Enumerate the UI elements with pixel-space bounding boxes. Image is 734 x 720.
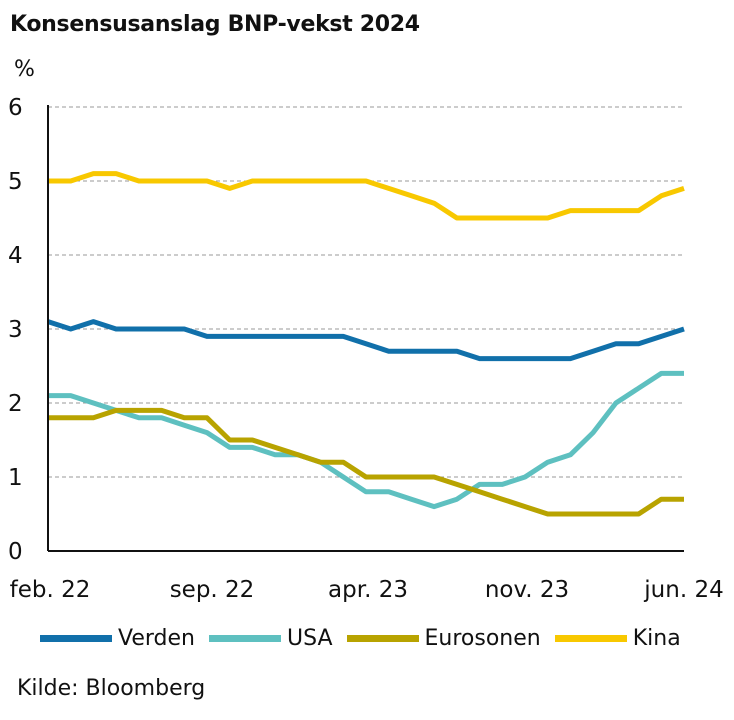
- legend-label: Eurosonen: [424, 626, 541, 651]
- legend: Verden USA Eurosonen Kina: [40, 626, 695, 651]
- y-tick-label: 6: [8, 95, 23, 121]
- source-note: Kilde: Bloomberg: [17, 676, 206, 701]
- y-tick-label: 3: [8, 317, 23, 343]
- legend-swatch: [346, 635, 419, 642]
- y-tick-label: 0: [8, 539, 23, 565]
- y-tick-labels: 0 1 2 3 4 5 6: [8, 95, 23, 565]
- legend-swatch: [40, 635, 112, 642]
- x-tick-label: feb. 22: [10, 577, 91, 603]
- x-tick-label: nov. 23: [485, 577, 569, 603]
- y-tick-label: 5: [8, 169, 23, 195]
- legend-swatch: [208, 635, 281, 642]
- chart-title: Konsensusanslag BNP-vekst 2024: [10, 12, 420, 37]
- x-tick-label: apr. 23: [328, 577, 408, 603]
- legend-item-kina: Kina: [554, 626, 681, 651]
- x-tick-labels: feb. 22 sep. 22 apr. 23 nov. 23 jun. 24: [10, 577, 724, 603]
- legend-item-usa: USA: [208, 626, 333, 651]
- legend-swatch: [554, 635, 627, 642]
- y-tick-label: 1: [8, 465, 23, 491]
- x-tick-label: jun. 24: [643, 577, 723, 603]
- series-line-kina: [48, 171, 685, 221]
- legend-item-verden: Verden: [40, 626, 195, 651]
- legend-item-eurosonen: Eurosonen: [346, 626, 541, 651]
- axes: [47, 105, 684, 552]
- y-axis-unit-label: %: [14, 57, 35, 82]
- y-tick-label: 4: [8, 243, 23, 269]
- y-tick-label: 2: [8, 391, 23, 417]
- x-tick-label: sep. 22: [170, 577, 255, 603]
- legend-label: Kina: [632, 626, 681, 651]
- legend-label: USA: [286, 626, 333, 651]
- legend-label: Verden: [118, 626, 195, 651]
- series-lines: [47, 171, 685, 517]
- series-line-verden: [47, 319, 685, 362]
- grid-lines: [48, 106, 684, 478]
- series-line-eurosonen: [48, 407, 684, 517]
- series-line-usa: [48, 370, 684, 510]
